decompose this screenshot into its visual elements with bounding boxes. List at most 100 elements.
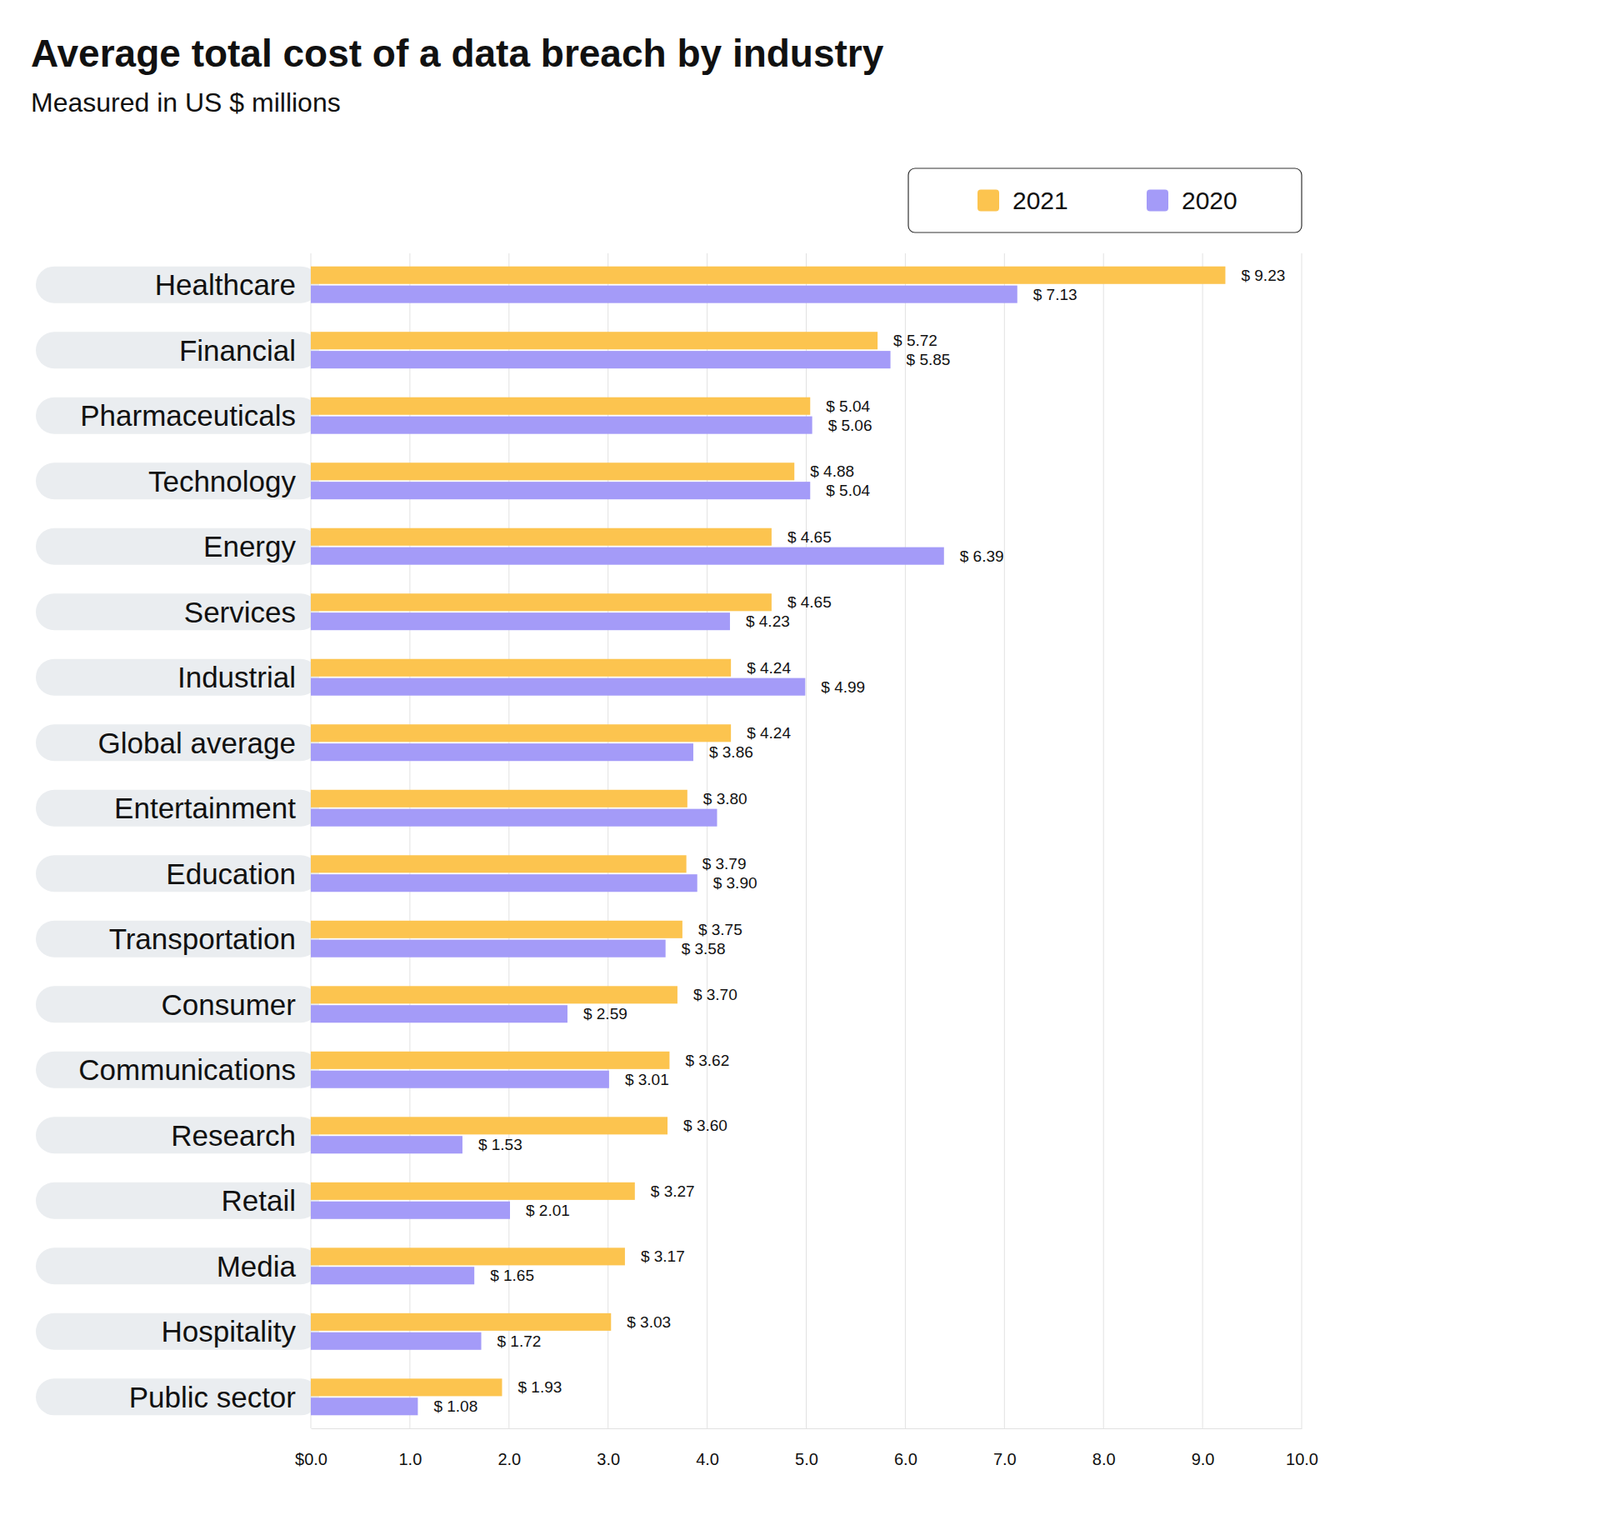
data-label: $ 2.59 bbox=[583, 1005, 628, 1023]
bar bbox=[310, 285, 1018, 304]
x-axis: $0.01.02.03.04.05.06.07.08.09.010.0 bbox=[295, 1428, 1319, 1469]
tick-label: 10.0 bbox=[1285, 1450, 1319, 1469]
axis-line bbox=[311, 1428, 1303, 1430]
category-label: Pharmaceuticals bbox=[80, 399, 296, 432]
tick: $0.0 bbox=[295, 1428, 328, 1469]
bar bbox=[310, 1378, 502, 1396]
bar bbox=[310, 462, 795, 480]
grid-line bbox=[1004, 253, 1005, 1429]
bar bbox=[310, 350, 891, 369]
tick-label: $0.0 bbox=[295, 1450, 328, 1469]
legend-box bbox=[908, 168, 1302, 233]
grid-line bbox=[1202, 253, 1204, 1429]
bar bbox=[310, 1247, 625, 1265]
category-pill bbox=[35, 528, 320, 565]
bar bbox=[310, 481, 810, 500]
tick: 7.0 bbox=[993, 1428, 1017, 1469]
data-label: $ 1.65 bbox=[490, 1266, 535, 1285]
tick-label: 8.0 bbox=[1092, 1450, 1116, 1469]
data-label: $ 5.04 bbox=[825, 397, 870, 415]
data-label: $ 5.06 bbox=[828, 416, 873, 435]
bar bbox=[310, 855, 687, 873]
data-label: $ 4.23 bbox=[745, 612, 790, 630]
data-label: $ 3.01 bbox=[625, 1070, 670, 1089]
data-label: $ 1.93 bbox=[517, 1378, 562, 1396]
subtitle: Measured in US $ millions bbox=[30, 87, 341, 118]
bars bbox=[310, 266, 1225, 1416]
bar bbox=[310, 920, 683, 939]
chart: Average total cost of a data breach by i… bbox=[0, 0, 1600, 1515]
category-pill bbox=[35, 920, 320, 958]
data-label: $ 3.27 bbox=[650, 1182, 695, 1200]
bar bbox=[310, 612, 730, 630]
data-label: $ 3.86 bbox=[709, 743, 754, 761]
grid-line bbox=[905, 253, 906, 1429]
tick: 4.0 bbox=[695, 1428, 720, 1469]
category-label: Energy bbox=[203, 530, 296, 563]
category-pill bbox=[35, 724, 320, 761]
bar bbox=[310, 985, 678, 1004]
data-label: $ 5.85 bbox=[906, 350, 951, 369]
category-pill bbox=[35, 397, 320, 435]
bar bbox=[310, 1332, 482, 1350]
legend-label: 2021 bbox=[1012, 186, 1069, 215]
data-label: $ 1.72 bbox=[497, 1332, 542, 1350]
grid-line bbox=[1103, 253, 1105, 1429]
category-label: Public sector bbox=[129, 1380, 297, 1414]
data-label: $ 4.24 bbox=[746, 659, 791, 677]
tick: 9.0 bbox=[1191, 1428, 1215, 1469]
data-labels: $ 9.23$ 5.72$ 5.04$ 4.88$ 4.65$ 4.65$ 4.… bbox=[433, 266, 1285, 1416]
bar bbox=[310, 593, 772, 611]
data-label: $ 1.53 bbox=[478, 1135, 523, 1154]
bar bbox=[310, 724, 731, 742]
bar bbox=[310, 1313, 611, 1331]
data-label: $ 2.01 bbox=[525, 1201, 570, 1220]
data-label: $ 9.23 bbox=[1240, 266, 1285, 285]
category-pills bbox=[35, 266, 320, 1416]
category-label: Media bbox=[216, 1250, 297, 1283]
bar bbox=[310, 266, 1225, 285]
bar bbox=[310, 1266, 475, 1285]
data-label: $ 4.65 bbox=[787, 593, 832, 611]
category-label: Technology bbox=[148, 465, 297, 498]
data-label: $ 3.17 bbox=[640, 1247, 685, 1265]
category-label: Education bbox=[165, 857, 296, 890]
category-label: Transportation bbox=[109, 922, 296, 955]
category-pill bbox=[35, 1313, 320, 1350]
category-pill bbox=[35, 855, 320, 892]
category-labels: HealthcareFinancialPharmaceuticalsTechno… bbox=[78, 268, 296, 1414]
legend-swatch bbox=[977, 190, 1000, 212]
bar bbox=[310, 874, 698, 892]
category-pill bbox=[35, 1116, 320, 1154]
data-label: $ 4.99 bbox=[820, 678, 865, 696]
category-pill bbox=[35, 790, 320, 827]
legend: 20212020 bbox=[908, 168, 1302, 233]
category-label: Research bbox=[170, 1119, 296, 1152]
category-label: Global average bbox=[98, 726, 296, 760]
data-label: $ 5.04 bbox=[825, 481, 870, 500]
category-label: Services bbox=[184, 595, 296, 629]
data-label: $ 4.88 bbox=[810, 462, 855, 480]
tick-label: 2.0 bbox=[497, 1450, 521, 1469]
bar bbox=[310, 528, 772, 546]
category-label: Financial bbox=[179, 334, 296, 367]
category-pill bbox=[35, 1051, 320, 1089]
data-label: $ 3.03 bbox=[626, 1313, 671, 1331]
bar bbox=[310, 790, 688, 808]
category-label: Industrial bbox=[177, 660, 296, 694]
bar bbox=[310, 547, 945, 565]
data-label: $ 3.62 bbox=[685, 1051, 730, 1070]
tick: 8.0 bbox=[1092, 1428, 1116, 1469]
category-label: Communications bbox=[78, 1053, 296, 1086]
tick: 3.0 bbox=[596, 1428, 620, 1469]
tick: 6.0 bbox=[894, 1428, 918, 1469]
bar bbox=[310, 1051, 670, 1070]
bar bbox=[310, 416, 813, 435]
category-pill bbox=[35, 462, 320, 500]
bar bbox=[310, 659, 731, 677]
category-pill bbox=[35, 659, 320, 696]
data-label: $ 3.90 bbox=[713, 874, 758, 892]
data-label: $ 4.24 bbox=[746, 724, 791, 742]
data-label: $ 3.60 bbox=[683, 1116, 728, 1135]
category-pill bbox=[35, 593, 320, 630]
